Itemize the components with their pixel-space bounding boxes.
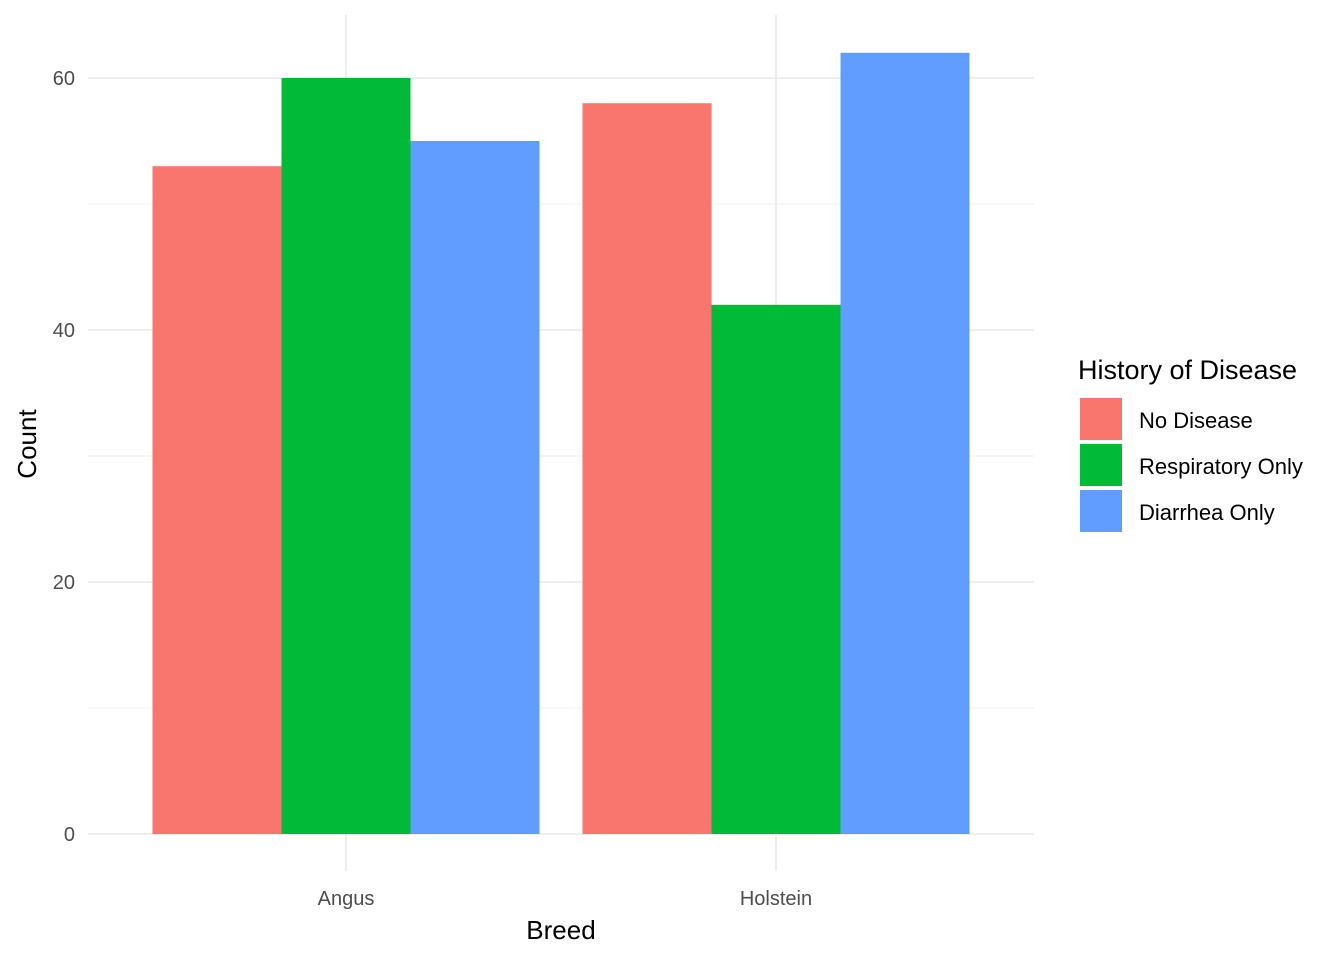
- legend-label: No Disease: [1139, 408, 1253, 433]
- y-tick-label: 0: [64, 824, 75, 846]
- y-tick-label: 60: [53, 68, 75, 90]
- legend-key-diarrhea-only: [1080, 490, 1122, 532]
- legend: History of Disease No Disease Respiratory…: [1078, 355, 1303, 532]
- legend-title: History of Disease: [1078, 355, 1297, 385]
- bar-holstein-diarrhea-only: [840, 52, 970, 835]
- y-axis-ticks: 0 20 40 60: [53, 68, 75, 846]
- x-tick-label: Holstein: [740, 888, 812, 910]
- legend-key-respiratory-only: [1080, 444, 1122, 486]
- legend-label: Diarrhea Only: [1139, 500, 1275, 525]
- bar-angus-no-disease: [152, 166, 282, 834]
- y-axis-title: Count: [12, 409, 42, 479]
- x-tick-label: Angus: [318, 888, 375, 910]
- x-axis-title: Breed: [526, 915, 595, 945]
- bar-angus-respiratory-only: [281, 78, 411, 834]
- bar-holstein-no-disease: [582, 103, 712, 834]
- legend-key-no-disease: [1080, 398, 1122, 440]
- bar-angus-diarrhea-only: [410, 141, 540, 834]
- y-tick-label: 20: [53, 572, 75, 594]
- legend-label: Respiratory Only: [1139, 454, 1303, 479]
- y-tick-label: 40: [53, 320, 75, 342]
- bars: [152, 52, 970, 835]
- x-axis-ticks: Angus Holstein: [318, 888, 812, 910]
- bar-holstein-respiratory-only: [711, 304, 841, 834]
